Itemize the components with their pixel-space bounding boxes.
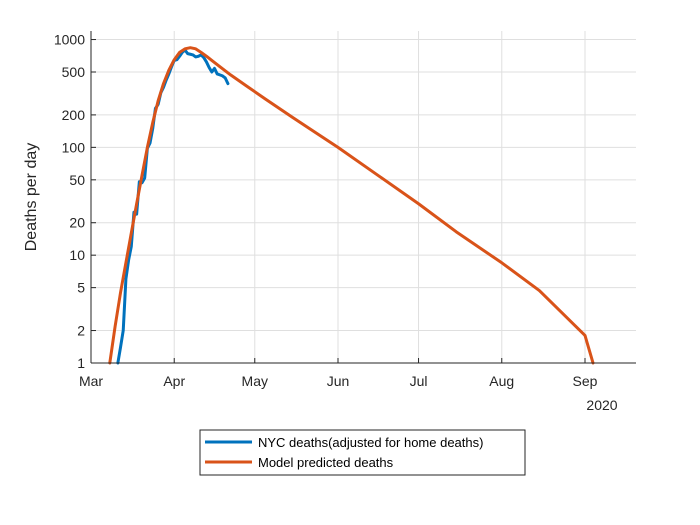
y-tick-label: 50 xyxy=(69,172,85,188)
legend: NYC deaths(adjusted for home deaths) Mod… xyxy=(199,429,526,476)
y-tick-label: 1000 xyxy=(54,32,85,48)
x-tick-label: Jun xyxy=(327,373,350,389)
x-tick-label: Apr xyxy=(163,373,185,389)
series-line-1 xyxy=(108,46,595,365)
series-line-0 xyxy=(116,48,230,365)
x-tick-label: May xyxy=(242,373,268,389)
gridlines xyxy=(90,31,636,364)
y-tick-label: 10 xyxy=(69,247,85,263)
legend-label-model: Model predicted deaths xyxy=(258,455,394,470)
x-tick-label: Jul xyxy=(410,373,428,389)
x-secondary-label: 2020 xyxy=(586,397,617,413)
y-tick-label: 200 xyxy=(62,107,86,123)
axes xyxy=(90,31,636,364)
y-tick-label: 100 xyxy=(62,139,86,155)
x-tick-label: Sep xyxy=(573,373,598,389)
series-layer xyxy=(108,46,595,365)
x-ticks: Mar Apr May Jun Jul Aug Sep xyxy=(79,358,598,389)
x-tick-label: Mar xyxy=(79,373,103,389)
y-axis-title: Deaths per day xyxy=(23,143,40,252)
y-tick-label: 1 xyxy=(77,355,85,371)
y-tick-label: 500 xyxy=(62,64,86,80)
legend-box xyxy=(199,429,526,476)
y-tick-label: 2 xyxy=(77,323,85,339)
x-tick-label: Aug xyxy=(489,373,514,389)
y-tick-label: 5 xyxy=(77,280,85,296)
y-ticks: 1 2 5 10 20 50 100 200 500 1000 xyxy=(54,32,96,371)
y-tick-label: 20 xyxy=(69,215,85,231)
legend-label-nyc: NYC deaths(adjusted for home deaths) xyxy=(258,435,483,450)
